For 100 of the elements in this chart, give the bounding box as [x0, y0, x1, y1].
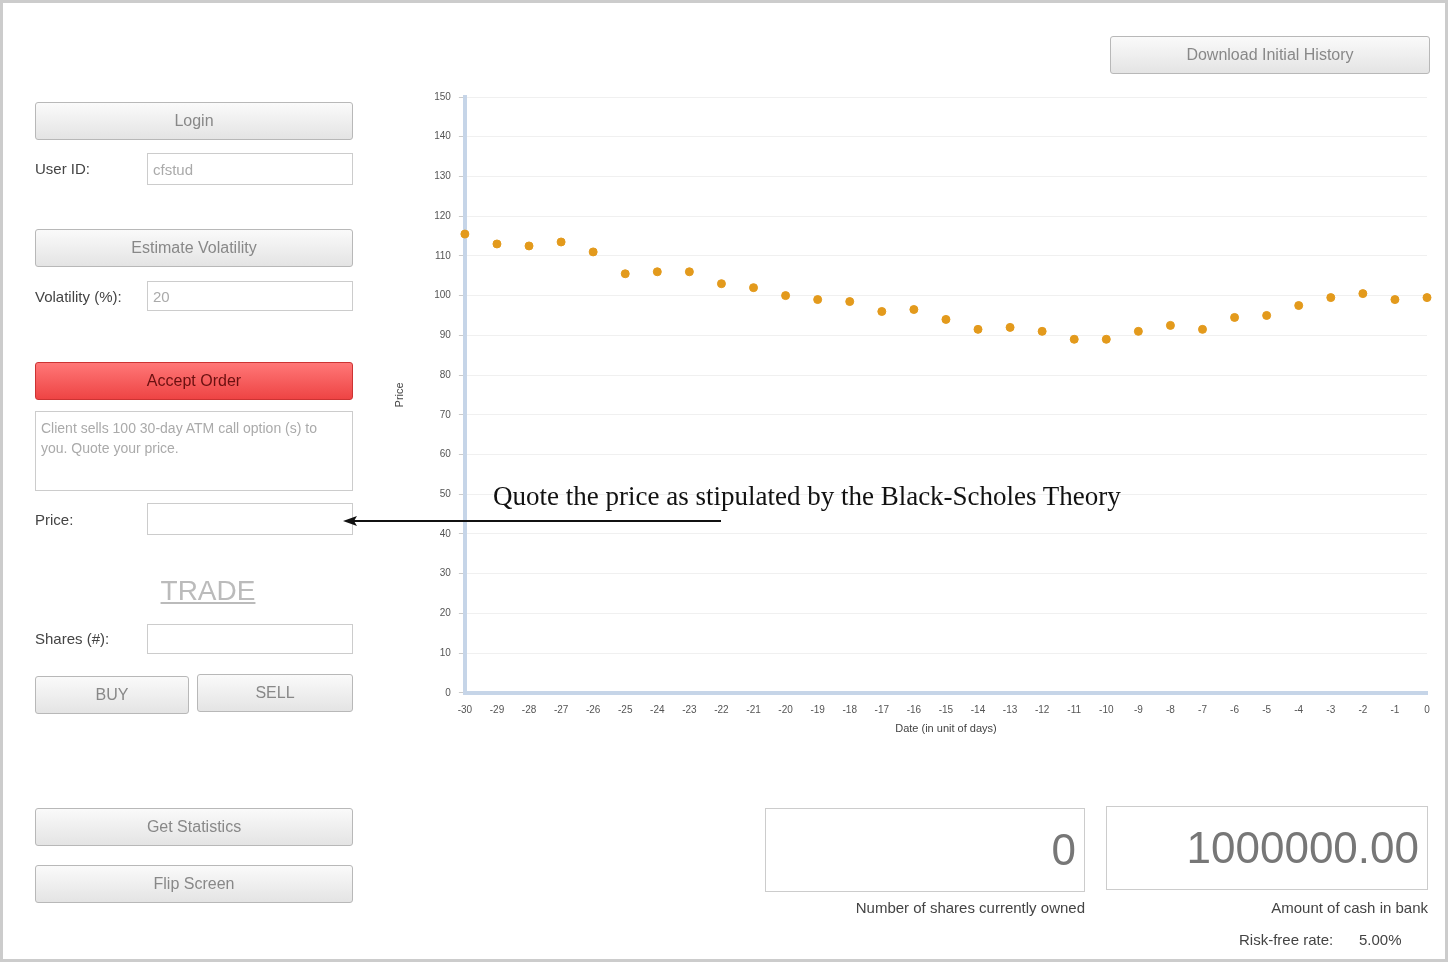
annotation: Quote the price as stipulated by the Black-Scholes Theory: [493, 481, 1121, 512]
text: 5.00%: [1359, 930, 1402, 948]
x-tick-label: -18: [842, 703, 858, 715]
point: [749, 283, 759, 293]
text: Download Initial History: [1186, 46, 1354, 64]
point: [845, 297, 855, 307]
x-tick-label: -4: [1294, 703, 1304, 715]
point: [1165, 320, 1175, 330]
text: cfstud: [153, 160, 194, 178]
point: [492, 239, 502, 249]
point: [1005, 322, 1015, 332]
x-axis-title: Date (in unit of days): [895, 722, 997, 735]
x-tick-label: -28: [521, 703, 537, 715]
x-tick-label: -25: [618, 703, 633, 715]
y-tick-label: 70: [439, 408, 452, 420]
text: 20: [153, 287, 170, 305]
x-tick-label: -29: [489, 703, 505, 715]
y-tick-label: 150: [434, 90, 452, 102]
text: 1000000.00: [1186, 823, 1419, 873]
x-tick-label: -1: [1390, 703, 1400, 715]
y-tick-label: 20: [439, 607, 452, 619]
point: [1422, 293, 1432, 303]
point: [1230, 312, 1240, 322]
y-tick-label: 60: [439, 448, 452, 460]
x-tick-label: -3: [1326, 703, 1336, 715]
y-tick-label: 80: [439, 368, 452, 380]
text: Price:: [35, 510, 74, 528]
text: Risk-free rate:: [1239, 930, 1334, 948]
x-tick-label: -12: [1034, 703, 1050, 715]
y-tick-label: 40: [439, 527, 452, 539]
text: Shares (#):: [35, 629, 110, 647]
point: [524, 241, 534, 251]
y-axis-title: Price: [392, 382, 405, 408]
x-tick-label: -13: [1002, 703, 1018, 715]
text: Estimate Volatility: [131, 239, 257, 257]
y-tick-label: 50: [439, 487, 452, 499]
text: Client sells 100 30-day ATM call option (s) to you. Quote your price.: [41, 420, 317, 456]
point: [941, 314, 951, 324]
point: [1294, 301, 1304, 311]
point: [588, 247, 598, 257]
x-tick-label: -26: [585, 703, 601, 715]
point: [1037, 326, 1047, 336]
x-tick-label: -21: [746, 703, 762, 715]
text: Volatility (%):: [35, 287, 122, 305]
point: [620, 269, 630, 279]
x-tick-label: -23: [682, 703, 698, 715]
x-tick-label: -11: [1067, 703, 1082, 715]
x-tick-label: -17: [874, 703, 890, 715]
y-tick-label: 0: [445, 686, 452, 698]
text: Number of shares currently owned: [855, 899, 1085, 918]
text: TRADE: [160, 575, 256, 607]
x-tick-label: -2: [1358, 703, 1368, 715]
point: [556, 237, 566, 247]
x-tick-label: -24: [650, 703, 665, 715]
x-tick-label: -30: [457, 703, 473, 715]
point: [973, 324, 983, 334]
y-tick-label: 130: [434, 170, 452, 182]
text: User ID:: [35, 159, 91, 177]
text: Amount of cash in bank: [1271, 899, 1428, 918]
point: [813, 295, 823, 305]
text: Get Statistics: [146, 818, 242, 836]
point: [1069, 334, 1079, 344]
text: Flip Screen: [153, 875, 235, 893]
point: [1198, 324, 1208, 334]
point: [1133, 326, 1143, 336]
x-tick-label: -5: [1262, 703, 1272, 715]
y-tick-label: 10: [439, 646, 452, 658]
text: BUY: [95, 686, 129, 704]
y-tick-label: 100: [434, 289, 452, 301]
x-tick-label: -10: [1099, 703, 1114, 715]
x-tick-label: -8: [1165, 703, 1176, 715]
x-tick-label: -16: [906, 703, 922, 715]
text: SELL: [255, 684, 295, 702]
y-tick-label: 30: [439, 567, 452, 579]
x-tick-label: -6: [1230, 703, 1240, 715]
point: [1326, 293, 1336, 303]
x-tick-label: -22: [714, 703, 730, 715]
point: [1358, 289, 1368, 299]
x-tick-label: -19: [810, 703, 826, 715]
y-tick-label: 90: [439, 329, 452, 341]
point: [460, 229, 470, 239]
y-tick-label: 110: [434, 249, 452, 261]
text: Login: [174, 112, 214, 130]
point: [877, 306, 887, 316]
point: [684, 267, 694, 277]
point: [1390, 295, 1400, 305]
x-tick-label: -7: [1198, 703, 1208, 715]
point: [1262, 310, 1272, 320]
point: [716, 279, 726, 289]
point: [652, 267, 662, 277]
x-tick-label: -9: [1133, 703, 1144, 715]
text: 0: [1051, 825, 1076, 875]
point: [909, 305, 919, 314]
x-tick-label: -14: [970, 703, 986, 715]
y-tick-label: 120: [434, 209, 452, 221]
y-tick-label: 140: [434, 130, 452, 142]
x-tick-label: -20: [778, 703, 794, 715]
x-tick-label: 0: [1424, 703, 1431, 715]
point: [781, 291, 791, 301]
x-tick-label: -15: [938, 703, 954, 715]
